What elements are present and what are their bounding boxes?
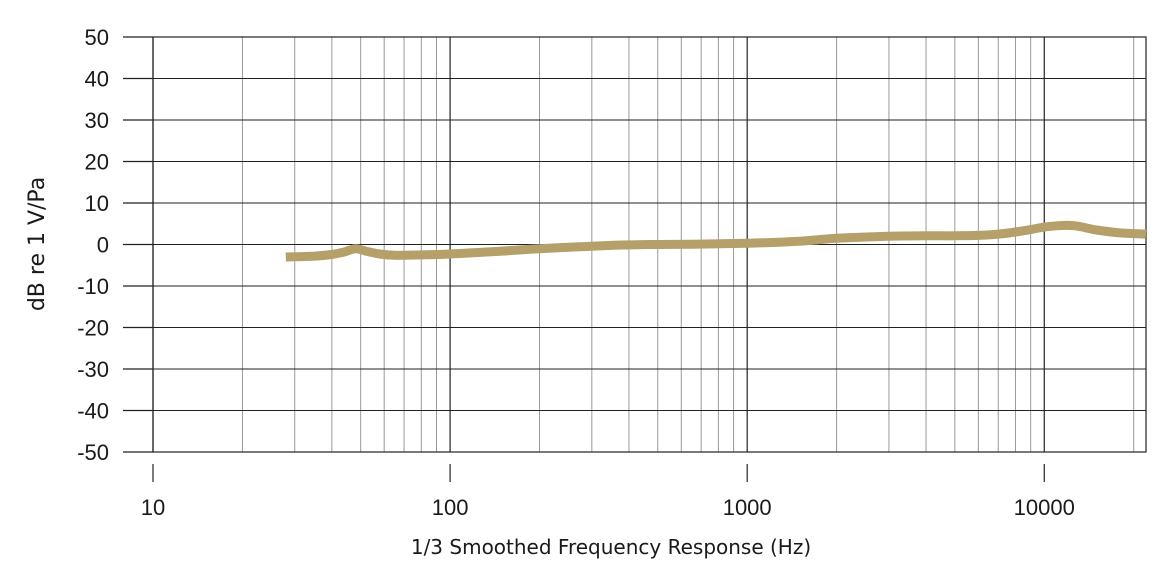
y-tick-label: 10 [85,191,109,216]
y-tick-label: -10 [77,274,109,299]
y-tick-label: -20 [77,316,109,341]
x-tick-label: 1000 [723,495,772,520]
y-tick-label: -40 [77,399,109,424]
x-tick-label: 100 [432,495,469,520]
y-tick-label: 30 [85,108,109,133]
y-tick-label: 50 [85,25,109,50]
y-axis-title: dB re 1 V/Pa [25,177,50,311]
y-tick-label: 0 [97,233,109,258]
y-axis-ticks: 50 40 30 20 10 0 -10 -20 -30 -40 -50 [77,25,153,465]
y-tick-label: 20 [85,150,109,175]
frequency-response-line [285,220,1147,262]
x-axis-title: 1/3 Smoothed Frequency Response (Hz) [411,535,811,559]
y-tick-label: -30 [77,357,109,382]
series-group [285,220,1147,262]
x-tick-label: 10000 [1014,495,1075,520]
y-tick-label: 40 [85,67,109,92]
x-axis-ticks: 10 100 1000 10000 [141,464,1075,520]
y-tick-label: -50 [77,440,109,465]
x-tick-label: 10 [141,495,165,520]
